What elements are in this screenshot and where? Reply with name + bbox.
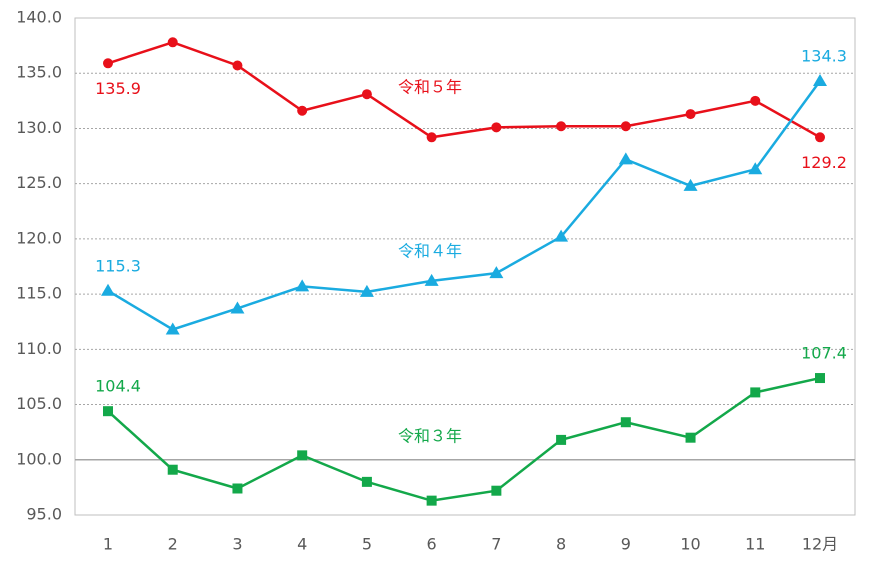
marker xyxy=(491,485,502,496)
y-tick-label: 120.0 xyxy=(16,228,62,247)
marker xyxy=(620,417,631,428)
series-label: 令和５年 xyxy=(398,78,462,97)
marker xyxy=(165,322,180,335)
x-tick-label: 6 xyxy=(427,535,437,554)
marker xyxy=(554,229,569,242)
marker xyxy=(361,89,372,100)
y-tick-label: 100.0 xyxy=(16,449,62,468)
marker xyxy=(167,464,178,475)
x-tick-label: 8 xyxy=(556,535,566,554)
x-tick-label: 12月 xyxy=(802,535,838,554)
marker xyxy=(167,37,178,48)
marker xyxy=(815,132,825,143)
marker xyxy=(618,152,633,165)
x-tick-label: 11 xyxy=(745,535,765,554)
marker xyxy=(489,266,504,279)
data-label: 104.4 xyxy=(95,377,141,396)
marker xyxy=(491,122,502,133)
data-label: 135.9 xyxy=(95,79,141,98)
line xyxy=(107,80,822,331)
data-label: 107.4 xyxy=(801,344,847,363)
marker xyxy=(424,273,439,286)
marker xyxy=(750,95,761,106)
marker xyxy=(361,476,372,487)
marker xyxy=(232,483,243,494)
line xyxy=(107,40,821,139)
marker xyxy=(230,301,245,314)
marker xyxy=(813,73,827,86)
marker xyxy=(103,406,113,417)
x-tick-label: 4 xyxy=(297,535,307,554)
marker xyxy=(232,60,243,71)
line xyxy=(107,376,821,502)
marker xyxy=(101,283,115,296)
x-tick-label: 1 xyxy=(103,535,113,554)
marker xyxy=(426,495,437,506)
x-tick-label: 7 xyxy=(491,535,501,554)
x-tick-label: 10 xyxy=(680,535,700,554)
marker xyxy=(556,121,567,132)
marker xyxy=(750,387,761,398)
x-tick-label: 9 xyxy=(621,535,631,554)
marker xyxy=(556,434,567,445)
marker xyxy=(297,105,308,116)
data-label: 115.3 xyxy=(95,256,141,275)
y-tick-label: 115.0 xyxy=(16,284,62,303)
y-tick-label: 140.0 xyxy=(16,8,62,27)
marker xyxy=(426,132,437,143)
y-tick-label: 110.0 xyxy=(16,339,62,358)
series-label: 令和４年 xyxy=(398,242,462,261)
marker xyxy=(685,432,696,443)
series-label: 令和３年 xyxy=(398,427,462,446)
y-tick-label: 130.0 xyxy=(16,118,62,137)
y-tick-label: 105.0 xyxy=(16,394,62,413)
x-tick-label: 3 xyxy=(232,535,242,554)
marker xyxy=(683,178,698,191)
x-tick-label: 5 xyxy=(362,535,372,554)
marker xyxy=(103,58,113,69)
data-label: 129.2 xyxy=(801,153,847,172)
marker xyxy=(359,284,374,297)
marker xyxy=(685,109,696,120)
x-tick-label: 2 xyxy=(168,535,178,554)
y-tick-label: 95.0 xyxy=(26,505,62,524)
marker xyxy=(297,450,308,461)
plot-area xyxy=(74,17,856,516)
marker xyxy=(295,279,310,292)
marker xyxy=(748,162,763,175)
marker xyxy=(620,121,631,132)
data-label: 134.3 xyxy=(801,46,847,65)
marker xyxy=(815,373,825,384)
y-tick-label: 125.0 xyxy=(16,173,62,192)
y-tick-label: 135.0 xyxy=(16,63,62,82)
